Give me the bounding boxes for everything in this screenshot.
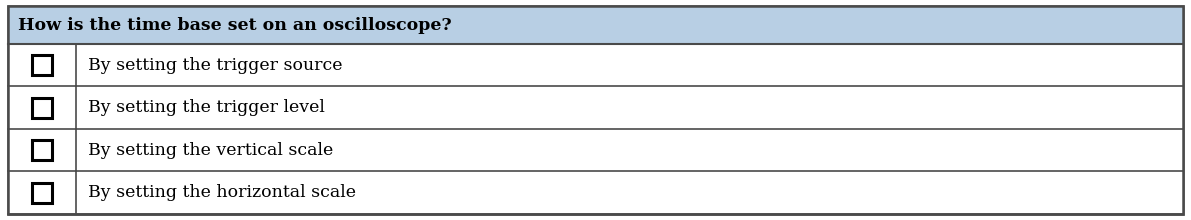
Bar	[8, 86, 1183, 129]
Text: How is the time base set on an oscilloscope?: How is the time base set on an oscillosc…	[18, 16, 451, 33]
Text: By setting the vertical scale: By setting the vertical scale	[88, 142, 333, 159]
Bar	[8, 44, 1183, 86]
Bar	[8, 6, 1183, 44]
Bar	[8, 172, 1183, 214]
Text: By setting the trigger source: By setting the trigger source	[88, 57, 343, 74]
Bar	[32, 140, 52, 160]
Text: By setting the horizontal scale: By setting the horizontal scale	[88, 184, 356, 201]
Bar	[8, 129, 1183, 172]
Bar	[32, 183, 52, 203]
Bar	[32, 55, 52, 75]
Bar	[32, 98, 52, 118]
Text: By setting the trigger level: By setting the trigger level	[88, 99, 325, 116]
